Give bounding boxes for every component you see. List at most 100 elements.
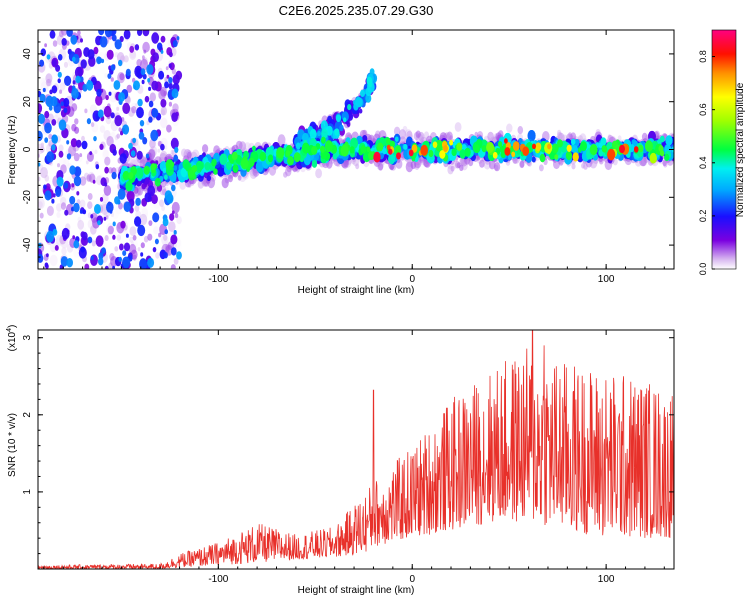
spectrogram-cell	[137, 247, 141, 252]
spectrogram-cell	[172, 74, 180, 85]
spectrogram-cell	[139, 213, 148, 226]
spectrogram-cell	[44, 110, 50, 119]
spectrogram-cell	[63, 61, 69, 68]
spectrogram-cell	[44, 43, 47, 48]
spectrogram-cell	[171, 210, 175, 215]
spectrogram-cell	[574, 139, 580, 147]
spectrogram-cell	[662, 159, 667, 167]
spectrogram-cell	[506, 123, 513, 133]
spectrogram-cell	[161, 205, 166, 212]
spectrogram-cell	[410, 160, 417, 170]
spectrogram-cell	[148, 86, 152, 91]
spectrogram-cell	[90, 255, 95, 261]
spectrogram-cell	[79, 209, 83, 214]
spectrogram-cell	[162, 218, 169, 227]
spectrogram-cell	[303, 155, 311, 166]
spectrogram-cell	[151, 32, 160, 44]
spectrogram-cell	[122, 124, 130, 135]
spectrogram-cell	[39, 59, 45, 67]
spectrogram-cell	[137, 30, 143, 36]
spectrogram-cell	[38, 130, 43, 142]
spectrogram-cell	[138, 131, 145, 140]
spectrogram-cell	[355, 163, 360, 170]
spectrogram-cell	[87, 236, 93, 244]
spectrogram-cell	[38, 201, 43, 209]
spectrogram-cell	[123, 201, 131, 213]
spectrogram-cell	[170, 234, 178, 245]
spectrogram-cell	[320, 120, 328, 131]
spectrogram-cell	[176, 251, 182, 260]
spectrogram-cell	[87, 193, 93, 200]
spectrogram-cell	[507, 154, 512, 160]
spectrogram-cell	[106, 136, 114, 147]
spectrogram-cell	[660, 135, 665, 143]
spectrogram-cell	[91, 240, 96, 247]
spectrogram-cell	[147, 78, 151, 83]
spectrogram-cell	[81, 231, 88, 241]
spectrogram-cell	[99, 197, 104, 202]
spectrogram-cell	[64, 75, 72, 87]
spectrogram-cell	[168, 77, 173, 84]
spectrogram-cell	[61, 247, 67, 256]
spectrogram-cell	[129, 45, 135, 53]
spectrogram-cell	[74, 118, 79, 125]
spectrogram-cell	[66, 140, 70, 145]
spectrogram-cell	[133, 186, 139, 194]
spectrogram-cell	[73, 152, 80, 162]
spectrogram-cell	[158, 70, 165, 80]
spectrogram-cell	[81, 135, 85, 142]
spectrogram-cell	[145, 153, 150, 159]
spectrogram-cell	[61, 30, 68, 36]
spectrogram-cell	[140, 58, 149, 71]
spectrogram-cell	[96, 88, 102, 97]
spectrogram-cell	[450, 165, 455, 172]
spectrogram-cell	[42, 87, 46, 93]
spectrogram-cell	[134, 103, 139, 109]
spectrogram-cell	[165, 66, 169, 71]
spectrogram-cell	[143, 49, 147, 54]
spectrogram-cell	[102, 149, 109, 159]
spectrogram-cell	[171, 112, 178, 122]
spectrogram-cell	[117, 188, 126, 200]
spectrogram-cell	[160, 117, 168, 129]
spectrogram-cell	[69, 195, 76, 205]
spectrogram-cell	[77, 219, 85, 230]
spectrogram-cell	[339, 124, 344, 132]
spectrogram-cell	[84, 263, 90, 269]
spectrogram-cell	[164, 190, 173, 201]
spectrogram-cell	[118, 92, 125, 102]
spectrogram-cell	[87, 49, 95, 60]
spectrogram-cell	[202, 144, 209, 154]
spectrogram-cell	[519, 160, 525, 169]
spectrogram-cell	[176, 36, 180, 41]
spectrogram-cell	[598, 149, 604, 157]
spectrogram-cell	[219, 153, 228, 165]
spectrogram-cell	[97, 130, 102, 136]
spectrogram-cell	[179, 180, 186, 190]
spectrogram-cell	[148, 220, 153, 227]
spectrogram-cell	[168, 101, 172, 107]
spectrogram-cell	[71, 183, 75, 188]
spectrogram-cell	[144, 95, 150, 103]
spectrogram-cell	[134, 204, 140, 212]
spectrogram-cell	[163, 252, 168, 259]
spectrogram-cell	[66, 153, 72, 160]
spectrogram-cell	[76, 191, 80, 196]
spectrogram-cell	[454, 122, 462, 132]
spectrogram-cell	[117, 52, 125, 63]
spectrogram-cell	[85, 160, 89, 165]
spectrogram-cell	[170, 247, 177, 256]
spectrogram-cell	[54, 245, 59, 251]
spectrogram-cell	[152, 247, 157, 253]
spectrogram-cell	[69, 165, 76, 175]
spectrogram-cell	[142, 55, 145, 60]
spectrogram-cell	[147, 233, 153, 241]
spectrogram-cell	[110, 64, 116, 71]
spectrogram-cell	[125, 233, 129, 238]
spectrogram-cell	[140, 252, 144, 257]
spectrogram-cell	[73, 240, 80, 249]
spectrogram-cell	[378, 163, 384, 171]
spectrogram-cell	[118, 59, 123, 67]
spectrogram-cell	[59, 89, 63, 94]
